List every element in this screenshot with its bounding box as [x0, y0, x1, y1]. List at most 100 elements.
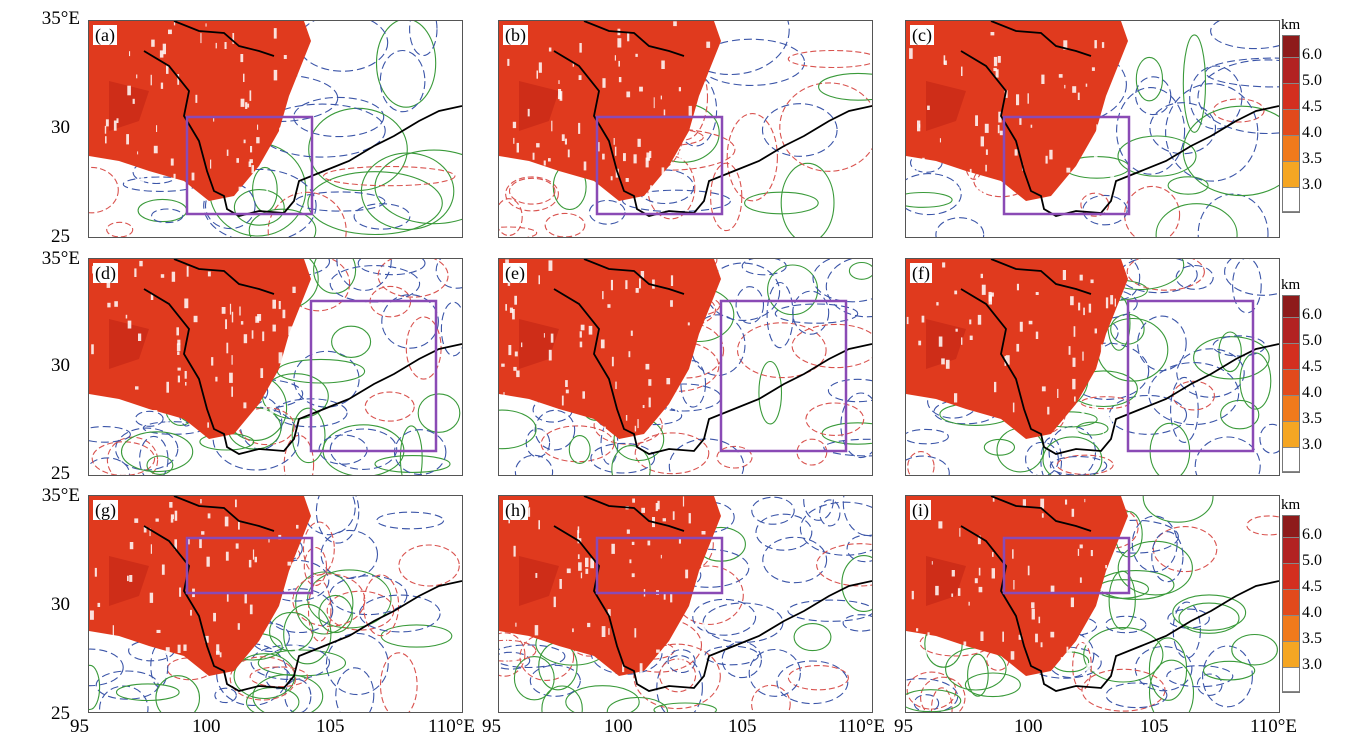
panel-label: (i): [910, 500, 931, 520]
contour-line: [791, 323, 872, 369]
study-region-box: [1126, 299, 1255, 453]
contour-line: [841, 555, 872, 612]
contour-line: [741, 259, 787, 276]
contour-line: [358, 594, 441, 633]
contour-line: [513, 656, 555, 701]
contour-line: [375, 21, 437, 108]
terrain-texture: [906, 497, 1117, 673]
contour-line: [1165, 83, 1259, 182]
contour-line: [505, 176, 559, 212]
contour-line: [1259, 423, 1279, 454]
contour-line: [151, 208, 184, 224]
panel-label: (b): [503, 25, 528, 45]
contour-line: [91, 441, 156, 475]
contour-line: [967, 653, 989, 697]
contour-line: [751, 496, 795, 525]
contour-line: [499, 409, 537, 450]
panel-label: (f): [910, 263, 932, 283]
contour-line: [1135, 56, 1164, 102]
contour-line: [1049, 455, 1108, 475]
colorbar-segment: [1283, 422, 1299, 448]
panel-label: (g): [93, 500, 118, 520]
colorbar-segment: [1283, 84, 1299, 110]
contour-line: [827, 378, 872, 403]
contour-line: [307, 569, 392, 629]
contour-line: [692, 598, 757, 636]
colorbar-segment: [1283, 162, 1299, 188]
contour-line: [787, 599, 872, 622]
terrain-area: [89, 259, 311, 439]
terrain-texture: [507, 21, 711, 196]
colorbar-2: [1282, 295, 1300, 473]
contour-line: [1076, 421, 1109, 436]
contour-line: [565, 685, 640, 712]
contour-line: [1194, 436, 1261, 475]
colorbar-tick-label: 4.0: [1302, 604, 1322, 621]
colorbar-tick-label: 6.0: [1302, 306, 1322, 323]
study-region-box: [595, 536, 724, 595]
map-panel-a: (a): [88, 20, 463, 238]
contour-line: [308, 107, 408, 192]
contour-line: [1202, 660, 1256, 681]
contour-line: [106, 221, 134, 237]
contour-line: [398, 544, 460, 587]
study-region-box: [309, 299, 438, 453]
colorbar-tick-label: 6.0: [1302, 526, 1322, 543]
contour-line: [758, 360, 783, 425]
x-tick-105: 105: [728, 716, 757, 737]
terrain-area: [89, 496, 311, 676]
contour-line: [819, 499, 841, 527]
contour-line: [762, 536, 828, 584]
contour-line: [134, 410, 164, 427]
contour-line: [633, 340, 720, 392]
panel-label: (a): [93, 25, 117, 45]
x-tick-100: 100: [192, 716, 221, 737]
contour-line: [659, 658, 697, 693]
contour-line: [229, 656, 297, 701]
terrain-area: [906, 496, 1128, 676]
terrain-texture: [90, 499, 299, 671]
map-panel-e: (e): [498, 258, 873, 476]
contour-line: [1108, 570, 1136, 630]
colorbar-tick-label: 5.0: [1302, 332, 1322, 349]
contour-line: [1080, 396, 1130, 410]
contour-line: [89, 426, 131, 443]
x-tick-110: 110°E: [428, 716, 475, 737]
contour-line: [792, 290, 830, 335]
contour-line: [435, 259, 462, 289]
contour-line: [1119, 259, 1198, 294]
y-tick-25: 25: [51, 463, 70, 484]
contour-line: [748, 648, 801, 697]
terrain-area: [499, 496, 721, 676]
contour-line: [656, 655, 703, 712]
contour-line: [787, 665, 849, 691]
contour-line: [313, 259, 357, 294]
x-tick-110: 110°E: [1250, 716, 1297, 737]
map-canvas: [89, 496, 462, 712]
colorbar-segment: [1283, 36, 1299, 58]
contour-line: [360, 152, 455, 231]
contour-line: [137, 198, 188, 223]
contour-line: [291, 407, 326, 464]
contour-line: [499, 651, 531, 670]
contour-line: [588, 199, 626, 225]
contour-line: [364, 391, 415, 422]
contour-line: [803, 496, 834, 521]
contour-line: [307, 579, 332, 642]
map-canvas: [89, 21, 462, 237]
contour-line: [1117, 135, 1197, 177]
contour-line: [377, 259, 449, 298]
colorbar-segment: [1283, 344, 1299, 370]
contour-line: [1196, 673, 1223, 696]
contour-line: [744, 191, 819, 215]
contour-line: [590, 442, 656, 474]
colorbar-segment: [1283, 590, 1299, 616]
contour-line: [906, 455, 950, 475]
contour-line: [374, 149, 462, 225]
contour-line: [417, 393, 461, 433]
contour-line: [1167, 608, 1210, 629]
contour-line: [1231, 633, 1278, 666]
contour-line: [89, 166, 119, 214]
river-line: [960, 525, 1279, 692]
contour-line: [363, 574, 400, 637]
